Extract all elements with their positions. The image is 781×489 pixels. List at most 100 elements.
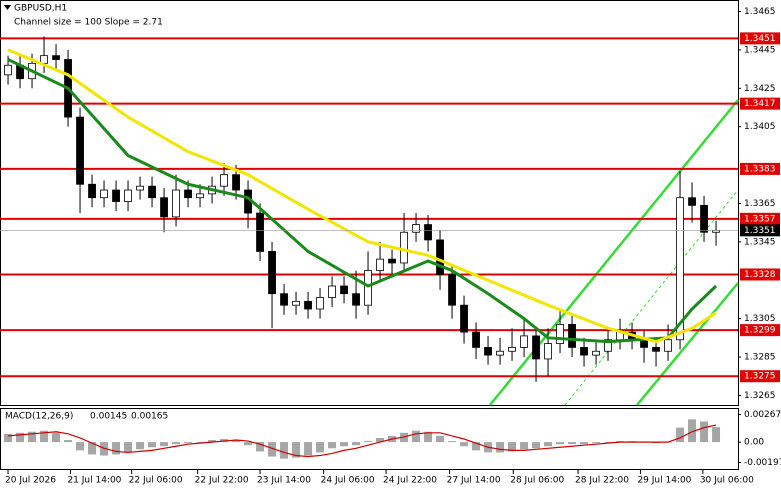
moving-average bbox=[7, 58, 718, 344]
candle-body bbox=[52, 55, 60, 60]
candle-body bbox=[400, 231, 408, 264]
macd-bar bbox=[244, 442, 253, 446]
candle-body bbox=[196, 193, 204, 199]
macd-bar bbox=[688, 419, 697, 443]
x-tick-label: 24 Jul 22:00 bbox=[383, 476, 437, 486]
macd-title: MACD(12,26,9) bbox=[5, 412, 73, 422]
y-tick-label: 1.3445 bbox=[744, 45, 776, 55]
candle-body bbox=[364, 270, 372, 306]
y-tick-label: 1.3365 bbox=[744, 199, 776, 209]
candle-body bbox=[112, 189, 120, 202]
macd-bar bbox=[160, 442, 169, 447]
macd-bar bbox=[520, 442, 529, 450]
channel-lower bbox=[636, 282, 739, 406]
macd-bar bbox=[472, 442, 481, 451]
x-tick-label: 24 Jul 06:00 bbox=[321, 476, 375, 486]
macd-bar bbox=[436, 435, 445, 443]
candle-body bbox=[268, 251, 276, 295]
macd-bar bbox=[280, 442, 289, 459]
x-tick-label: 22 Jul 06:00 bbox=[129, 476, 183, 486]
level-label-box bbox=[740, 324, 780, 337]
macd-bar bbox=[712, 427, 721, 443]
candle-body bbox=[496, 350, 504, 356]
current-price-label: 1.3351 bbox=[744, 226, 776, 236]
candle-body bbox=[40, 55, 48, 64]
macd-bar bbox=[544, 442, 553, 447]
macd-bar bbox=[364, 441, 373, 443]
macd-bar bbox=[352, 442, 361, 446]
moving-average bbox=[7, 48, 717, 344]
candle-body bbox=[352, 293, 360, 306]
macd-bar bbox=[496, 442, 505, 453]
level-label: 1.3275 bbox=[744, 372, 776, 382]
y-tick-label: 1.3265 bbox=[744, 391, 776, 401]
y-tick-label: 1.3285 bbox=[744, 353, 776, 363]
main-frame bbox=[0, 0, 739, 406]
x-tick-label: 22 Jul 22:00 bbox=[195, 476, 249, 486]
macd-tick-label: -0.00197 bbox=[744, 458, 781, 468]
candle-body bbox=[100, 189, 108, 199]
macd-value: 0.00145 bbox=[90, 412, 127, 422]
y-tick-label: 1.3405 bbox=[744, 122, 776, 132]
candle-body bbox=[688, 197, 696, 206]
macd-bar bbox=[196, 442, 205, 443]
macd-bar bbox=[532, 442, 541, 449]
level-label-box bbox=[740, 32, 780, 45]
macd-bar bbox=[592, 442, 601, 444]
candle-body bbox=[484, 347, 492, 356]
x-tick-label: 30 Jul 06:00 bbox=[700, 476, 754, 486]
y-tick-label: 1.3345 bbox=[744, 237, 776, 247]
candle-body bbox=[172, 189, 180, 218]
macd-bar bbox=[508, 442, 517, 452]
x-tick-label: 23 Jul 14:00 bbox=[257, 476, 311, 486]
channel-upper bbox=[489, 99, 739, 406]
macd-bar bbox=[124, 442, 133, 453]
candle-body bbox=[520, 335, 528, 348]
candle-body bbox=[568, 323, 576, 348]
signal-value: 0.00165 bbox=[131, 412, 168, 422]
macd-bar bbox=[316, 442, 325, 453]
y-tick-label: 1.3465 bbox=[744, 7, 776, 17]
y-tick-label: 1.3425 bbox=[744, 84, 776, 94]
macd-bar bbox=[172, 442, 181, 445]
current-price-box bbox=[740, 224, 780, 237]
candle-body bbox=[148, 185, 156, 199]
level-label: 1.3357 bbox=[744, 214, 776, 224]
macd-bar bbox=[208, 440, 217, 443]
macd-bar bbox=[76, 442, 85, 451]
macd-signal bbox=[7, 424, 717, 458]
candle-body bbox=[88, 183, 96, 199]
macd-bar bbox=[112, 442, 121, 455]
macd-bar bbox=[448, 441, 457, 443]
candle-body bbox=[580, 347, 588, 356]
macd-bar bbox=[64, 440, 73, 443]
candle-body bbox=[448, 274, 456, 306]
macd-bar bbox=[700, 421, 709, 443]
candle-body bbox=[412, 224, 420, 233]
candle-body bbox=[664, 339, 672, 352]
candle-body bbox=[652, 347, 660, 352]
candle-body bbox=[508, 347, 516, 352]
macd-bar bbox=[148, 442, 157, 448]
chart-title: GBPUSD,H1 bbox=[14, 4, 67, 14]
candle-body bbox=[604, 339, 612, 352]
level-label: 1.3328 bbox=[744, 270, 776, 280]
candle-body bbox=[124, 189, 132, 202]
macd-bar bbox=[376, 437, 385, 443]
candle-body bbox=[436, 239, 444, 275]
candle-body bbox=[532, 335, 540, 360]
macd-bar bbox=[4, 433, 13, 443]
macd-bar bbox=[568, 442, 577, 445]
x-tick-label: 21 Jul 14:00 bbox=[67, 476, 121, 486]
x-tick-label: 27 Jul 14:00 bbox=[447, 476, 501, 486]
macd-bar bbox=[412, 430, 421, 443]
x-tick-label: 29 Jul 14:00 bbox=[637, 476, 691, 486]
macd-bar bbox=[40, 430, 49, 443]
candle-body bbox=[460, 304, 468, 333]
candle-body bbox=[280, 293, 288, 306]
candle-body bbox=[340, 285, 348, 295]
candle-body bbox=[136, 185, 144, 191]
candle-body bbox=[676, 197, 684, 341]
candle-body bbox=[592, 350, 600, 356]
x-tick-label: 20 Jul 2026 bbox=[5, 476, 56, 486]
